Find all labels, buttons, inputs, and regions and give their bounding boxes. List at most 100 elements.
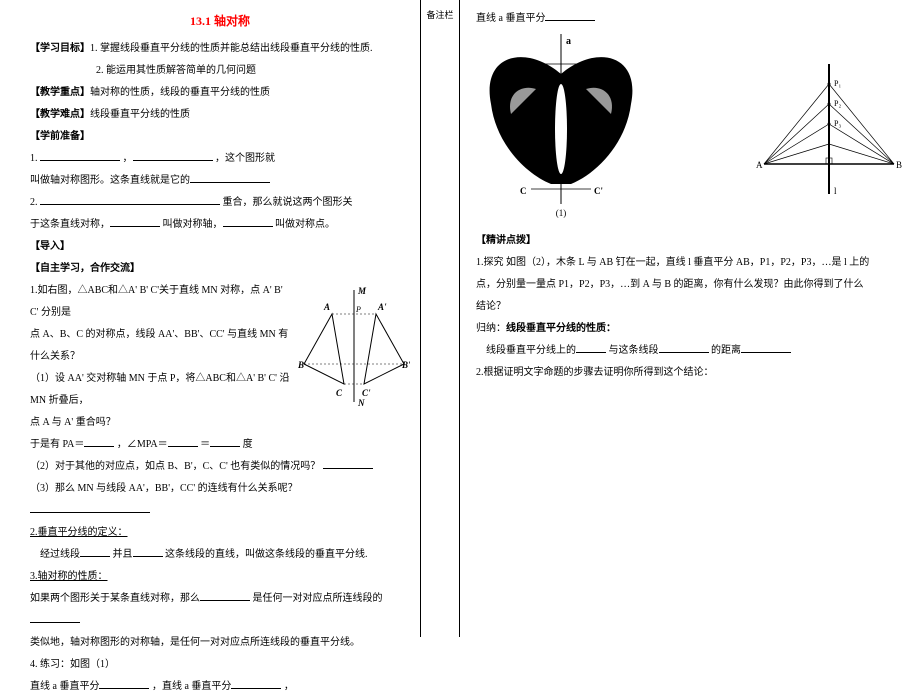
blank bbox=[545, 11, 595, 21]
prep1-b: ， bbox=[123, 153, 133, 164]
q4-2c: ， bbox=[284, 681, 294, 692]
prep-label: 【学前准备】 bbox=[30, 126, 410, 148]
q2-2a: 经过线段 bbox=[40, 549, 80, 560]
prep-1-row: 1. ， ，这个图形就 bbox=[30, 148, 410, 170]
blank bbox=[40, 151, 120, 161]
fig1-label: (1) bbox=[476, 204, 646, 224]
notes-label: 备注栏 bbox=[425, 6, 455, 26]
p1-1: 1.探究 如图（2），木条 L 与 AB 钉在一起，直线 l 垂直平分 AB，P… bbox=[476, 252, 904, 274]
fan-figure: A B P₁ P₂ P₃ l bbox=[754, 54, 904, 204]
q4-2b: ，直线 a 垂直平分 bbox=[152, 681, 231, 692]
right-column: 直线 a 垂直平分 a B bbox=[460, 0, 920, 637]
q1-7: （3）那么 MN 与线段 AA'，BB'，CC' 的连线有什么关系呢？ bbox=[30, 478, 410, 500]
blank bbox=[231, 679, 281, 689]
prep1-d: 叫做轴对称图形。这条直线就是它的 bbox=[30, 175, 190, 186]
blank bbox=[576, 343, 606, 353]
lbl-P1: P₁ bbox=[834, 79, 841, 88]
lbl-N: N bbox=[357, 398, 365, 408]
blank bbox=[223, 217, 273, 227]
q1-4: 点 A 与 A' 重合吗？ bbox=[30, 412, 410, 434]
prep2c-row: 于这条直线对称， 叫做对称轴， 叫做对称点。 bbox=[30, 214, 410, 236]
prep1-c: ，这个图形就 bbox=[215, 153, 275, 164]
q1-7-blank bbox=[30, 500, 410, 522]
jj-label: 【精讲点拨】 bbox=[476, 230, 904, 252]
self-label: 【自主学习，合作交流】 bbox=[30, 258, 410, 280]
lesson-title: 13.1 轴对称 bbox=[30, 8, 410, 34]
gn-bold: 线段垂直平分线的性质： bbox=[506, 323, 616, 334]
lbl-Cp: C' bbox=[362, 388, 371, 398]
lbl-Bp: B' bbox=[401, 360, 410, 370]
prep2-a: 2. bbox=[30, 197, 40, 208]
lbl-l: l bbox=[834, 186, 837, 196]
gn-row: 归纳：线段垂直平分线的性质： bbox=[476, 318, 904, 340]
prep1-a: 1. bbox=[30, 153, 40, 164]
q3-3: 类似地，轴对称图形的对称轴，是任何一对对应点所连线段的垂直平分线。 bbox=[30, 632, 410, 654]
lbl-A: A bbox=[323, 302, 330, 312]
objective-1: 1. 掌握线段垂直平分线的性质并能总结出线段垂直平分线的性质. bbox=[90, 43, 373, 54]
gn-b: 与这条线段 bbox=[609, 345, 659, 356]
r-line1-row: 直线 a 垂直平分 bbox=[476, 8, 904, 30]
blank bbox=[30, 503, 150, 513]
blank bbox=[133, 151, 213, 161]
key-label: 【教学重点】 bbox=[30, 87, 90, 98]
lbl-A: A bbox=[756, 160, 763, 170]
q1-5b: ，∠MPA＝ bbox=[117, 439, 168, 450]
q3-2a: 如果两个图形关于某条直线对称，那么 bbox=[30, 593, 200, 604]
q2-1: 2.垂直平分线的定义： bbox=[30, 522, 410, 544]
q4-1: 4. 练习：如图（1） bbox=[30, 654, 410, 676]
p2: 2.根据证明文字命题的步骤去证明你所得到这个结论： bbox=[476, 362, 904, 384]
lbl-Bp: B' bbox=[604, 59, 613, 69]
q2-2b: 并且 bbox=[113, 549, 133, 560]
q1-5a: 于是有 PA＝ bbox=[30, 439, 84, 450]
q1-5d: 度 bbox=[243, 439, 253, 450]
key-row: 【教学重点】轴对称的性质，线段的垂直平分线的性质 bbox=[30, 82, 410, 104]
blank bbox=[80, 547, 110, 557]
lbl-B: B bbox=[298, 360, 304, 370]
intro-label: 【导入】 bbox=[30, 236, 410, 258]
triangle-diagram: M N A A' B B' C C' P bbox=[298, 284, 410, 408]
fan-svg: A B P₁ P₂ P₃ l bbox=[754, 54, 904, 204]
blank bbox=[659, 343, 709, 353]
blank bbox=[110, 217, 160, 227]
lbl-Ap: A' bbox=[566, 74, 575, 84]
blank bbox=[84, 437, 114, 447]
q4-2-row: 直线 a 垂直平分 ，直线 a 垂直平分 ， bbox=[30, 676, 410, 698]
diff-row: 【教学难点】线段垂直平分线的性质 bbox=[30, 104, 410, 126]
lbl-P: P bbox=[355, 305, 361, 314]
q1-5c: ＝ bbox=[200, 439, 210, 450]
notes-column: 备注栏 bbox=[420, 0, 460, 637]
blank bbox=[133, 547, 163, 557]
lbl-A: A bbox=[546, 74, 553, 84]
lbl-M: M bbox=[357, 286, 367, 296]
butterfly-figure: a B B' A A' bbox=[476, 34, 646, 224]
q2-2-row: 经过线段 并且 这条线段的直线，叫做这条线段的垂直平分线. bbox=[30, 544, 410, 566]
q3-1: 3.轴对称的性质： bbox=[30, 566, 410, 588]
q1-6: （2）对于其他的对应点，如点 B、B'，C、C' 也有类似的情况吗？ bbox=[30, 461, 320, 472]
prep2-row: 2. 重合，那么就说这两个图形关 bbox=[30, 192, 410, 214]
p1-2: 点，分别量一量点 P1，P2，P3，…到 A 与 B 的距离，你有什么发现？由此… bbox=[476, 274, 904, 296]
blank bbox=[190, 173, 270, 183]
q3-2-row: 如果两个图形关于某条直线对称，那么 是任何一对对应点所连线段的 bbox=[30, 588, 410, 632]
blank bbox=[168, 437, 198, 447]
objective-2: 2. 能运用其性质解答简单的几何问题 bbox=[30, 60, 410, 82]
q4-2a: 直线 a 垂直平分 bbox=[30, 681, 99, 692]
prep2-e: 叫做对称点。 bbox=[275, 219, 335, 230]
q3-2b: 是任何一对对应点所连线段的 bbox=[253, 593, 383, 604]
blank bbox=[323, 459, 373, 469]
lbl-C: C bbox=[336, 388, 343, 398]
objective-label: 【学习目标】 bbox=[30, 43, 90, 54]
p1-3: 结论？ bbox=[476, 296, 904, 318]
page: 13.1 轴对称 【学习目标】1. 掌握线段垂直平分线的性质并能总结出线段垂直平… bbox=[0, 0, 920, 637]
blank bbox=[99, 679, 149, 689]
prep2-c: 于这条直线对称， bbox=[30, 219, 110, 230]
q1-5-row: 于是有 PA＝ ，∠MPA＝ ＝ 度 bbox=[30, 434, 410, 456]
blank bbox=[200, 591, 250, 601]
lbl-B: B bbox=[512, 59, 518, 69]
butterfly-svg: a B B' A A' bbox=[476, 34, 646, 204]
gn-fill-row: 线段垂直平分线上的 与这条线段 的距离 bbox=[476, 340, 904, 362]
left-column: 13.1 轴对称 【学习目标】1. 掌握线段垂直平分线的性质并能总结出线段垂直平… bbox=[0, 0, 420, 637]
lbl-Ap: A' bbox=[377, 302, 387, 312]
prep2-b: 重合，那么就说这两个图形关 bbox=[223, 197, 353, 208]
lbl-B: B bbox=[896, 160, 902, 170]
blank bbox=[30, 613, 80, 623]
